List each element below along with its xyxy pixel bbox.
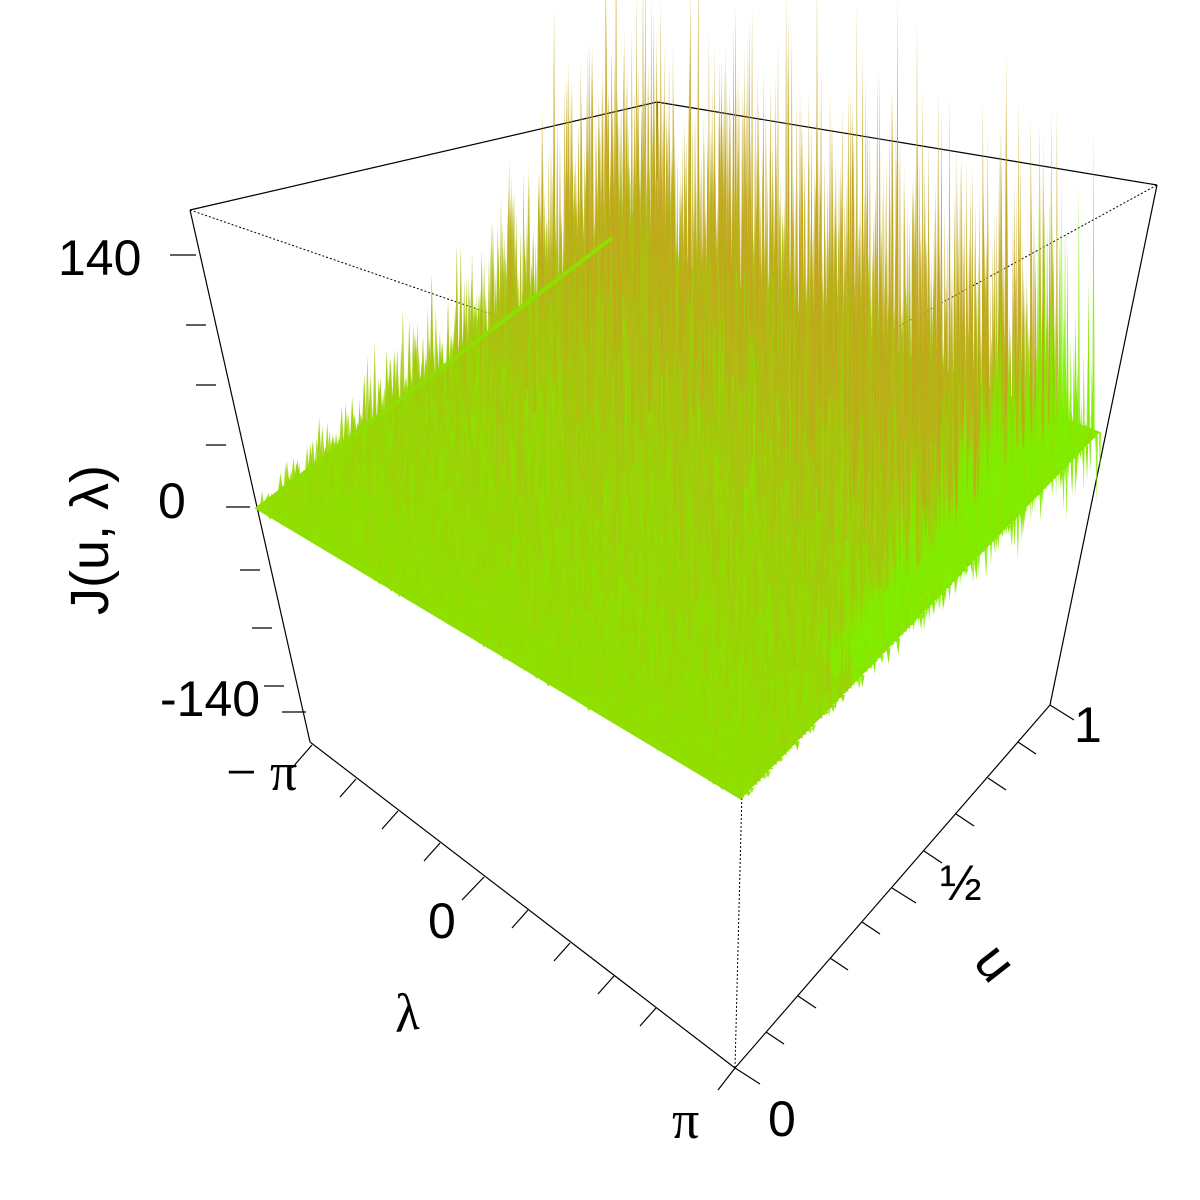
- surface-spike: [1087, 280, 1090, 433]
- surface-spike: [1095, 435, 1098, 504]
- surface-spike: [1088, 441, 1092, 472]
- lambda-tick-label: − π: [226, 742, 297, 802]
- lambda-tick-label: π: [672, 1090, 699, 1150]
- surface-spike: [1065, 460, 1068, 522]
- surface-spike: [1033, 396, 1037, 429]
- surface-spike: [1081, 443, 1085, 467]
- surface-spike: [981, 169, 985, 413]
- lambda-tick-label: 0: [428, 893, 456, 949]
- surface-spike: [1075, 450, 1078, 484]
- surface-spike: [923, 156, 926, 402]
- surface-spike: [719, 57, 723, 318]
- surface-spike: [1072, 351, 1076, 459]
- surface-spike: [1069, 413, 1073, 462]
- surface-spike: [1059, 471, 1063, 489]
- z-tick-label: 140: [58, 230, 141, 286]
- surface-spike: [898, 130, 902, 370]
- surface-spike: [974, 558, 979, 581]
- surface-spike: [1020, 511, 1024, 539]
- surface-spike: [1045, 266, 1049, 457]
- surface-spike: [1088, 437, 1091, 443]
- z-axis-title: J(u, λ): [60, 465, 120, 615]
- surface-spike: [1084, 423, 1088, 441]
- surface-spike: [1078, 404, 1081, 447]
- surface-spike: [1085, 445, 1089, 481]
- surface-spike: [697, 0, 700, 277]
- surface-spike: [691, 115, 694, 286]
- surface-spike: [971, 561, 975, 582]
- surface-spike: [1098, 432, 1102, 473]
- surface-spike: [916, 131, 920, 364]
- z-tick-label: -140: [160, 671, 260, 727]
- surface-spike: [943, 207, 947, 410]
- surface-spike: [1021, 232, 1025, 447]
- surface-spike: [1007, 525, 1011, 534]
- surface-spike: [1077, 181, 1081, 443]
- surface-spike: [1082, 352, 1085, 449]
- surface-spike: [1080, 401, 1083, 434]
- surface-spike: [1079, 451, 1082, 458]
- surface-spike: [948, 204, 951, 395]
- surface-spike: [1053, 334, 1057, 461]
- z-axis-ticks: [170, 254, 306, 713]
- surface-spike: [1075, 436, 1079, 456]
- u-tick-label: 1: [1074, 697, 1102, 753]
- surface-spike: [1062, 463, 1065, 511]
- surface-spike: [1092, 129, 1095, 439]
- u-tick-label: ½: [940, 855, 982, 911]
- surface-spike: [1039, 486, 1043, 522]
- surface-spike: [768, 144, 772, 317]
- z-tick-label: 0: [158, 473, 186, 529]
- box-edges: [189, 101, 1158, 1069]
- surface-spike: [1060, 174, 1064, 454]
- surface-mesh: [254, 0, 1102, 800]
- u-tick-label: 0: [768, 1091, 796, 1147]
- lambda-axis-ticks: [291, 744, 736, 1091]
- surface-spike: [984, 548, 988, 579]
- u-axis-ticks: [734, 704, 1075, 1085]
- surface-spike: [1000, 531, 1004, 537]
- lambda-axis-title: λ: [389, 981, 422, 1044]
- surface-spike: [921, 86, 924, 371]
- surface-spike: [649, 0, 653, 285]
- surface-spike: [1074, 310, 1077, 423]
- u-axis-title: u: [963, 932, 1029, 993]
